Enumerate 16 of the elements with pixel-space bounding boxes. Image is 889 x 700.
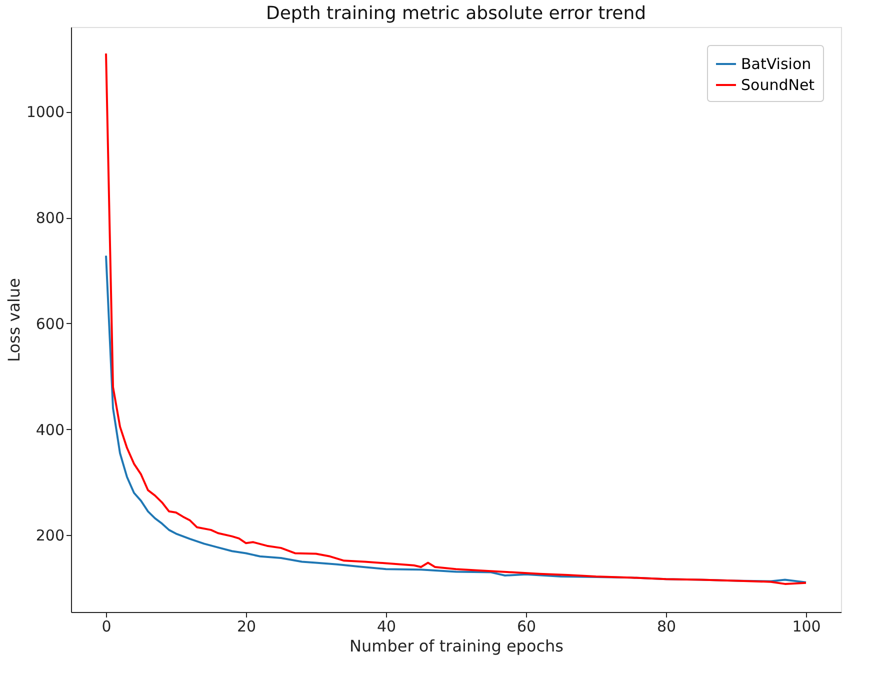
- x-tick-label: 60: [516, 618, 536, 636]
- x-tick-label: 80: [656, 618, 676, 636]
- y-axis-title: Loss value: [4, 278, 24, 362]
- y-tick-label: 400: [36, 420, 64, 439]
- legend-label: SoundNet: [741, 76, 815, 94]
- y-tick-label: 800: [36, 209, 64, 228]
- y-tick-label: 200: [36, 526, 64, 545]
- chart-title: Depth training metric absolute error trend: [266, 3, 646, 24]
- x-tick-label: 20: [236, 618, 256, 636]
- x-tick-label: 0: [102, 618, 112, 636]
- x-tick-label: 40: [376, 618, 396, 636]
- x-axis-title: Number of training epochs: [350, 636, 564, 656]
- y-tick-label: 1000: [26, 103, 64, 122]
- y-tick-label: 600: [36, 314, 64, 333]
- x-tick-label: 100: [792, 618, 821, 636]
- legend-label: BatVision: [741, 55, 812, 73]
